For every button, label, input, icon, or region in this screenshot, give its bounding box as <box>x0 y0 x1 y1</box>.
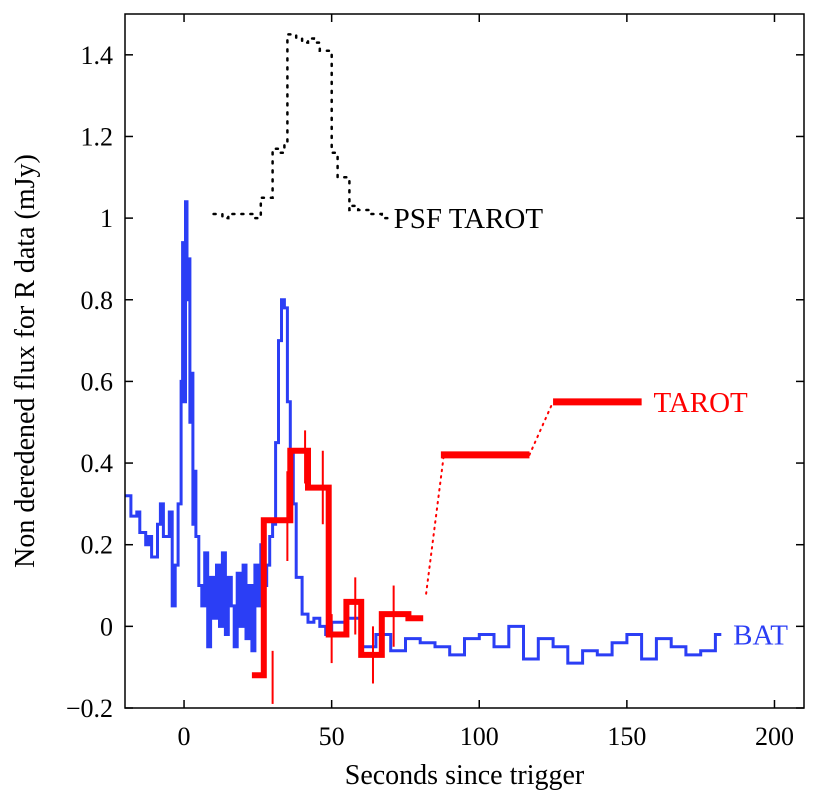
plot-frame <box>124 13 805 709</box>
x-tick-label: 100 <box>460 722 499 751</box>
series-label-bat: BAT <box>733 620 788 652</box>
y-tick-label: −0.2 <box>66 694 113 723</box>
x-tick-label: 200 <box>755 722 794 751</box>
y-tick-label: 0.2 <box>81 531 114 560</box>
y-tick-label: 0 <box>100 612 113 641</box>
x-tick-label: 150 <box>607 722 646 751</box>
y-tick-label: 0.8 <box>81 286 114 315</box>
x-tick-label: 0 <box>178 722 191 751</box>
x-axis-title: Seconds since trigger <box>345 760 585 791</box>
y-tick-label: 0.4 <box>81 449 114 478</box>
y-tick-label: 1.4 <box>81 41 114 70</box>
series-tarot-link <box>425 453 445 595</box>
series-label-psf-tarot: PSF TAROT <box>394 203 544 235</box>
series-layer <box>125 33 722 704</box>
y-tick-label: 1.2 <box>81 122 114 151</box>
series-tarot-line <box>251 447 424 679</box>
series-bat-line <box>125 200 722 665</box>
y-tick-label: 1 <box>100 204 113 233</box>
y-tick-label: 0.6 <box>81 367 114 396</box>
series-label-tarot: TAROT <box>653 387 748 419</box>
x-tick-label: 50 <box>319 722 345 751</box>
ticks-layer: 0 50 100 150 200 −0.2 0 0.2 0.4 0.6 0.8 1 1.2 1.4 <box>66 14 804 751</box>
y-axis-title: Non deredened flux for R data (mJy) <box>10 154 41 568</box>
